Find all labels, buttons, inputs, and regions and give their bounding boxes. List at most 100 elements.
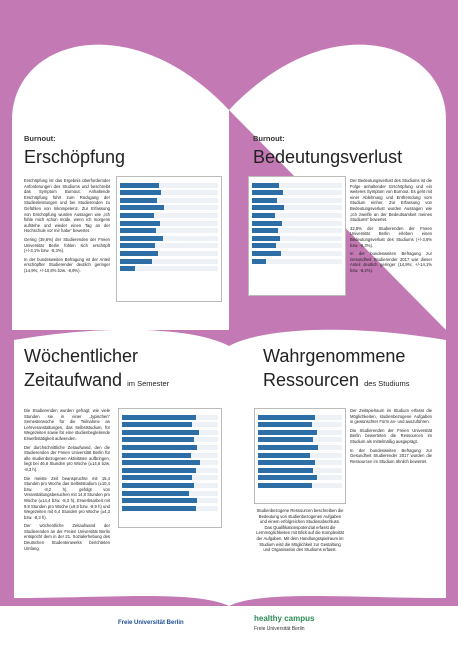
bar-track (252, 250, 342, 256)
bar (258, 429, 317, 435)
bar-track (252, 212, 342, 218)
bar (120, 258, 153, 264)
bar (122, 498, 198, 504)
bar (120, 220, 161, 226)
title: Zeitaufwand im Semester (24, 370, 169, 394)
text: Der Zeitspielraum im Studium erfasst die… (350, 408, 432, 467)
bar (122, 437, 194, 443)
logo: Freie Universität Berlin (118, 620, 184, 626)
bar-track (252, 197, 342, 203)
title: Ressourcen (263, 370, 360, 390)
bar (120, 182, 160, 188)
bar-track (252, 182, 342, 188)
bar-track (258, 429, 342, 435)
bar-track (120, 228, 218, 234)
bar (258, 414, 316, 420)
chart (118, 408, 222, 528)
paragraph: 32,8% der Studierenden der Freien Univer… (350, 225, 432, 248)
chart (248, 176, 346, 296)
bar-track (258, 422, 342, 428)
bar (120, 243, 156, 249)
bar (252, 190, 283, 196)
bar (120, 250, 159, 256)
paragraph: Die meiste Zeit beanspruchte mit 15,4 St… (24, 475, 110, 520)
bar-track (258, 444, 342, 450)
bar (252, 182, 279, 188)
bar (252, 243, 277, 249)
text: Der Bedeutungsverlust des Studiums ist d… (350, 178, 432, 277)
bar (258, 444, 319, 450)
bar (258, 475, 317, 481)
bar (252, 250, 281, 256)
bar (252, 197, 278, 203)
bar (122, 452, 191, 458)
bar-track (120, 235, 218, 241)
bar-track (120, 197, 218, 203)
bar (122, 505, 196, 511)
footer-band (0, 606, 458, 647)
bar-track (122, 460, 218, 466)
bar-track (120, 220, 218, 226)
bar-track (122, 475, 218, 481)
bar-track (122, 452, 218, 458)
bar (120, 266, 135, 272)
bar-track (120, 243, 218, 249)
bar-track (252, 258, 342, 264)
bar-track (122, 482, 218, 488)
bar (252, 228, 279, 234)
bar-track (258, 452, 342, 458)
title: Ressourcen des Studiums (263, 370, 410, 394)
bar (122, 429, 199, 435)
bar-track (122, 467, 218, 473)
bar-track (258, 437, 342, 443)
paragraph: In der bundesweiten Befragung zur Gesund… (350, 251, 432, 273)
bar (122, 422, 193, 428)
bar (258, 467, 314, 473)
bar (252, 258, 266, 264)
paragraph: Die Studierenden der Freien Universität … (350, 427, 432, 444)
paragraph: Gering (39,6%) der Studierenden der Frei… (24, 236, 110, 254)
bar-track (122, 437, 218, 443)
title: Erschöpfung (24, 147, 126, 167)
bar (258, 452, 311, 458)
title: Zeitaufwand (24, 370, 123, 390)
bar (258, 422, 312, 428)
paragraph: Der durchschnittliche Zeitaufwand, den d… (24, 444, 110, 472)
bar (122, 414, 196, 420)
bar-track (122, 422, 218, 428)
paragraph: Der Bedeutungsverlust des Studiums ist d… (350, 178, 432, 223)
paragraph: In der bundesweiten Befragung zur Gesund… (350, 447, 432, 464)
bar-track (258, 460, 342, 466)
chart (254, 408, 346, 504)
bar-track (120, 190, 218, 196)
bar (122, 482, 194, 488)
bar-track (120, 266, 218, 272)
bar-track (258, 482, 342, 488)
bar-track (122, 498, 218, 504)
logo: healthy campus (254, 614, 315, 623)
bar-track (252, 228, 342, 234)
logo-subtitle: Freie Universität Berlin (254, 626, 305, 632)
bar-track (120, 250, 218, 256)
bar-track (122, 505, 218, 511)
bar (122, 467, 196, 473)
bar-track (258, 475, 342, 481)
title-suffix: im Semester (127, 379, 170, 388)
bar-track (122, 490, 218, 496)
title: Wöchentlicher (24, 346, 139, 366)
chart (116, 176, 222, 302)
text: Die Studierenden wurden gefragt, wie vie… (24, 408, 110, 554)
paragraph: Der wöchentliche Zeitaufwand der Studier… (24, 523, 110, 551)
bar-track (120, 182, 218, 188)
kicker: Burnout: (24, 134, 56, 143)
bar-track (122, 414, 218, 420)
bar (122, 444, 198, 450)
bar (258, 437, 314, 443)
bar (252, 212, 276, 218)
bar (252, 235, 280, 241)
bar-track (252, 235, 342, 241)
bar-track (252, 220, 342, 226)
bar (120, 212, 155, 218)
bar (120, 197, 158, 203)
